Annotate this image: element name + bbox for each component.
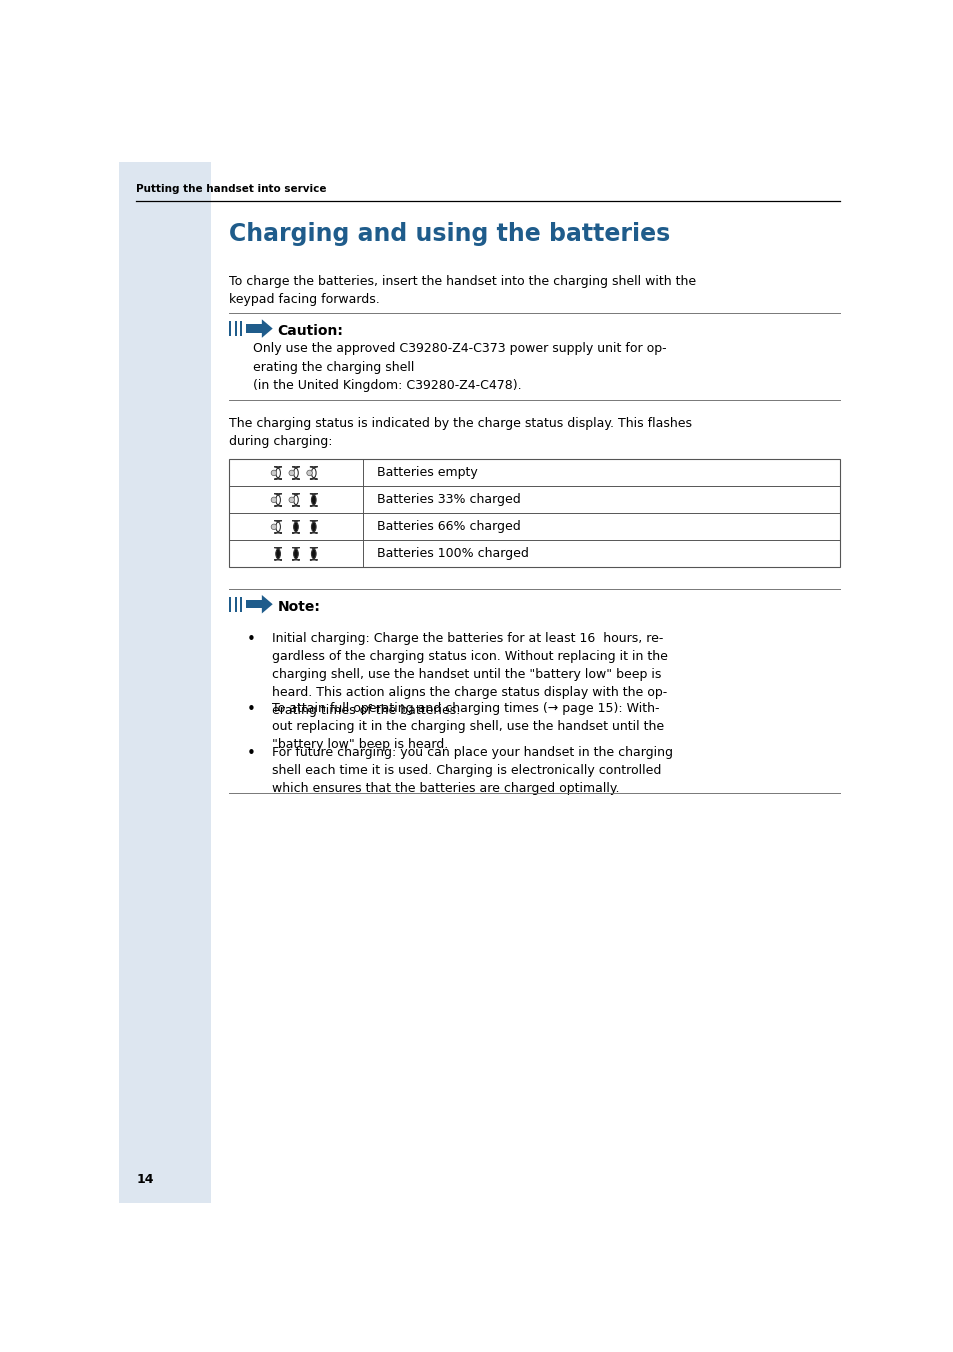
Circle shape bbox=[271, 498, 276, 503]
Polygon shape bbox=[261, 595, 273, 614]
FancyBboxPatch shape bbox=[274, 521, 282, 533]
Text: Batteries 66% charged: Batteries 66% charged bbox=[376, 521, 519, 533]
Polygon shape bbox=[261, 319, 273, 338]
Text: Note:: Note: bbox=[277, 599, 320, 614]
FancyBboxPatch shape bbox=[292, 493, 299, 506]
FancyBboxPatch shape bbox=[274, 466, 282, 479]
Circle shape bbox=[271, 525, 276, 530]
Bar bbox=[234, 320, 236, 337]
FancyBboxPatch shape bbox=[274, 493, 282, 506]
Bar bbox=[246, 324, 261, 333]
FancyBboxPatch shape bbox=[310, 466, 317, 479]
FancyBboxPatch shape bbox=[310, 493, 317, 506]
Bar bbox=[246, 600, 261, 608]
Bar bbox=[229, 460, 840, 568]
Text: •: • bbox=[246, 631, 255, 648]
FancyBboxPatch shape bbox=[310, 548, 317, 560]
Text: To charge the batteries, insert the handset into the charging shell with the
key: To charge the batteries, insert the hand… bbox=[229, 274, 696, 306]
Text: Only use the approved C39280-Z4-C373 power supply unit for op-
erating the charg: Only use the approved C39280-Z4-C373 pow… bbox=[253, 342, 665, 392]
Bar bbox=[240, 320, 242, 337]
Bar bbox=[229, 596, 232, 612]
Bar bbox=[229, 320, 232, 337]
Circle shape bbox=[271, 470, 276, 476]
Text: Batteries 100% charged: Batteries 100% charged bbox=[376, 548, 528, 560]
Text: Batteries empty: Batteries empty bbox=[376, 466, 476, 480]
Text: Caution:: Caution: bbox=[277, 324, 343, 338]
FancyBboxPatch shape bbox=[292, 466, 299, 479]
FancyBboxPatch shape bbox=[274, 548, 282, 560]
Text: Initial charging: Charge the batteries for at least 16  hours, re-
gardless of t: Initial charging: Charge the batteries f… bbox=[272, 631, 667, 717]
Text: Batteries 33% charged: Batteries 33% charged bbox=[376, 493, 519, 507]
Text: •: • bbox=[246, 746, 255, 761]
Circle shape bbox=[289, 498, 294, 503]
Circle shape bbox=[289, 470, 294, 476]
FancyBboxPatch shape bbox=[310, 521, 317, 533]
Bar bbox=[234, 596, 236, 612]
Text: For future charging: you can place your handset in the charging
shell each time : For future charging: you can place your … bbox=[272, 746, 672, 795]
Text: Putting the handset into service: Putting the handset into service bbox=[136, 184, 327, 193]
Text: •: • bbox=[246, 703, 255, 718]
Text: 14: 14 bbox=[136, 1174, 153, 1186]
Text: The charging status is indicated by the charge status display. This flashes
duri: The charging status is indicated by the … bbox=[229, 418, 692, 448]
Text: Charging and using the batteries: Charging and using the batteries bbox=[229, 222, 670, 246]
Bar bbox=[240, 596, 242, 612]
Circle shape bbox=[307, 470, 312, 476]
Bar bbox=[119, 162, 211, 1203]
FancyBboxPatch shape bbox=[292, 548, 299, 560]
Text: To attain full operating and charging times (→ page 15): With-
out replacing it : To attain full operating and charging ti… bbox=[272, 703, 663, 752]
FancyBboxPatch shape bbox=[292, 521, 299, 533]
